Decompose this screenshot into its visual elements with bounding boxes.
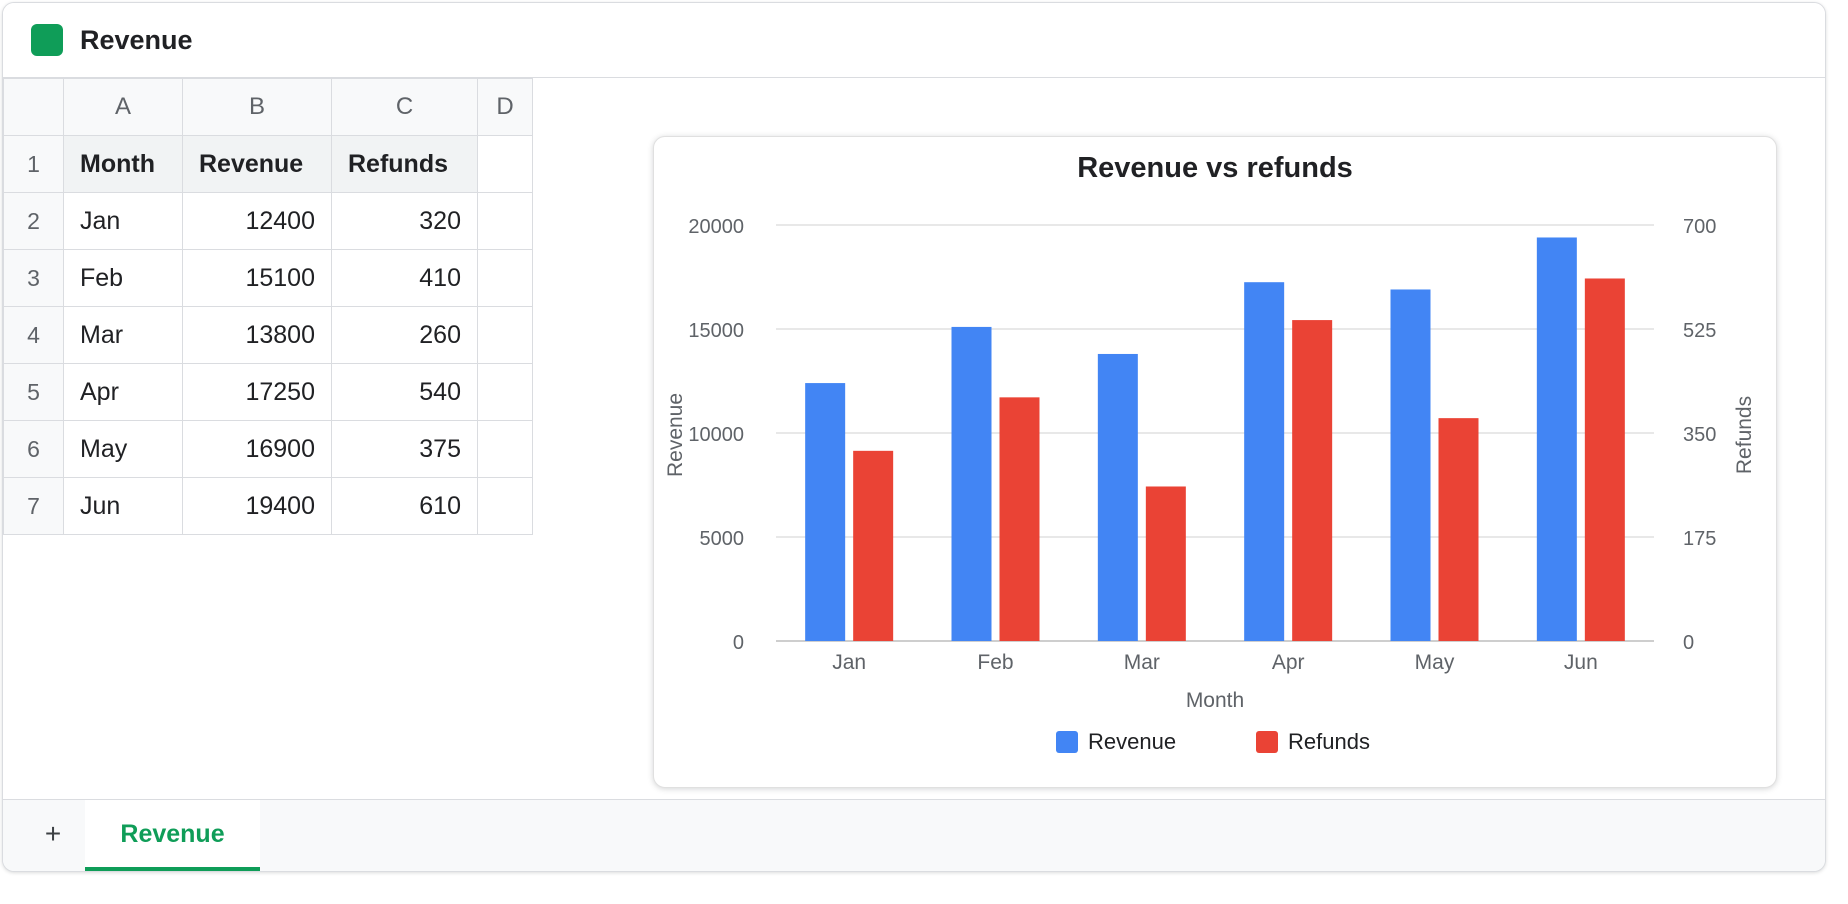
cell-b6[interactable]: 16900 [182, 420, 332, 478]
legend-label-revenue[interactable]: Revenue [1088, 729, 1176, 754]
cell-b3[interactable]: 15100 [182, 249, 332, 307]
cell-a2[interactable]: Jan [63, 192, 183, 250]
cell-d4[interactable] [477, 306, 533, 364]
cell-d5[interactable] [477, 363, 533, 421]
y-tick-label: 5000 [700, 528, 745, 550]
x-tick-label: May [1415, 651, 1455, 674]
row-header[interactable]: 7 [3, 477, 64, 535]
document-title[interactable]: Revenue [80, 25, 193, 55]
y2-axis-title: Refunds [1733, 396, 1756, 474]
cell-b1[interactable]: Revenue [182, 135, 332, 193]
spreadsheet-window: Revenue A B C D 1 Month Revenue Refunds … [2, 2, 1826, 872]
cell-a6[interactable]: May [63, 420, 183, 478]
cell-a5[interactable]: Apr [63, 363, 183, 421]
bar-revenue-mar[interactable] [1097, 353, 1138, 641]
row-header[interactable]: 1 [3, 135, 64, 193]
tab-revenue[interactable]: Revenue [85, 800, 260, 871]
x-tick-label: Jan [832, 651, 866, 674]
cell-b4[interactable]: 13800 [182, 306, 332, 364]
sheet-tab-bar: + Revenue [3, 799, 1825, 871]
cell-d1[interactable] [477, 135, 533, 193]
cell-a3[interactable]: Feb [63, 249, 183, 307]
bar-revenue-jun[interactable] [1536, 237, 1577, 641]
chart-title: Revenue vs refunds [1077, 152, 1353, 184]
legend-swatch-refunds [1256, 731, 1278, 753]
y2-tick-label: 350 [1683, 424, 1716, 446]
y-axis-title: Revenue [664, 393, 687, 477]
y-tick-label: 0 [733, 632, 744, 654]
x-tick-label: Jun [1564, 651, 1598, 674]
table-row: 2 Jan 12400 320 [3, 192, 533, 250]
cell-d2[interactable] [477, 192, 533, 250]
select-all-corner[interactable] [3, 78, 64, 136]
bar-refunds-apr[interactable] [1292, 320, 1333, 641]
chart-canvas: Revenue vs refunds Month Revenue Refunds… [664, 152, 1756, 754]
cell-c7[interactable]: 610 [331, 477, 478, 535]
table-row: 5 Apr 17250 540 [3, 363, 533, 421]
title-bar: Revenue [3, 3, 1825, 78]
bar-refunds-may[interactable] [1438, 418, 1479, 641]
column-header-a[interactable]: A [63, 78, 183, 136]
add-sheet-button[interactable]: + [44, 818, 62, 849]
row-header[interactable]: 5 [3, 363, 64, 421]
cell-a4[interactable]: Mar [63, 306, 183, 364]
bar-revenue-feb[interactable] [951, 326, 992, 641]
x-tick-label: Mar [1124, 651, 1160, 674]
column-header-d[interactable]: D [477, 78, 533, 136]
cell-c2[interactable]: 320 [331, 192, 478, 250]
column-header-row: A B C D [3, 78, 533, 136]
cell-b7[interactable]: 19400 [182, 477, 332, 535]
legend-swatch-revenue [1056, 731, 1078, 753]
table-row: 1 Month Revenue Refunds [3, 135, 533, 193]
y2-tick-label: 175 [1683, 528, 1716, 550]
cell-c6[interactable]: 375 [331, 420, 478, 478]
cell-a1[interactable]: Month [63, 135, 183, 193]
cell-c5[interactable]: 540 [331, 363, 478, 421]
bar-refunds-mar[interactable] [1145, 486, 1186, 641]
row-header[interactable]: 6 [3, 420, 64, 478]
column-header-b[interactable]: B [182, 78, 332, 136]
table-row: 4 Mar 13800 260 [3, 306, 533, 364]
bar-refunds-jan[interactable] [853, 450, 894, 641]
cell-d3[interactable] [477, 249, 533, 307]
y-tick-label: 10000 [688, 424, 744, 446]
y2-tick-label: 0 [1683, 632, 1694, 654]
bar-refunds-feb[interactable] [999, 397, 1040, 641]
y-tick-label: 20000 [688, 216, 744, 238]
y-tick-label: 15000 [688, 320, 744, 342]
x-tick-label: Apr [1272, 651, 1305, 674]
table-row: 6 May 16900 375 [3, 420, 533, 478]
cell-b5[interactable]: 17250 [182, 363, 332, 421]
x-tick-label: Feb [977, 651, 1013, 674]
x-axis-title: Month [1186, 689, 1244, 712]
y2-tick-label: 525 [1683, 320, 1716, 342]
embedded-chart[interactable]: Revenue vs refunds Month Revenue Refunds… [653, 136, 1777, 788]
cell-a7[interactable]: Jun [63, 477, 183, 535]
bar-revenue-apr[interactable] [1244, 282, 1285, 641]
cell-c4[interactable]: 260 [331, 306, 478, 364]
bar-revenue-may[interactable] [1390, 289, 1431, 641]
y2-tick-label: 700 [1683, 216, 1716, 238]
cell-b2[interactable]: 12400 [182, 192, 332, 250]
row-header[interactable]: 4 [3, 306, 64, 364]
table-row: 7 Jun 19400 610 [3, 477, 533, 535]
table-row: 3 Feb 15100 410 [3, 249, 533, 307]
bar-refunds-jun[interactable] [1584, 278, 1625, 641]
cell-c1[interactable]: Refunds [331, 135, 478, 193]
row-header[interactable]: 3 [3, 249, 64, 307]
cell-c3[interactable]: 410 [331, 249, 478, 307]
cell-d6[interactable] [477, 420, 533, 478]
spreadsheet-grid: A B C D 1 Month Revenue Refunds 2 Jan 12… [3, 78, 533, 535]
sheets-icon [31, 24, 63, 56]
cell-d7[interactable] [477, 477, 533, 535]
column-header-c[interactable]: C [331, 78, 478, 136]
legend-label-refunds[interactable]: Refunds [1288, 729, 1370, 754]
tab-label: Revenue [120, 820, 225, 848]
row-header[interactable]: 2 [3, 192, 64, 250]
bar-revenue-jan[interactable] [805, 383, 846, 641]
